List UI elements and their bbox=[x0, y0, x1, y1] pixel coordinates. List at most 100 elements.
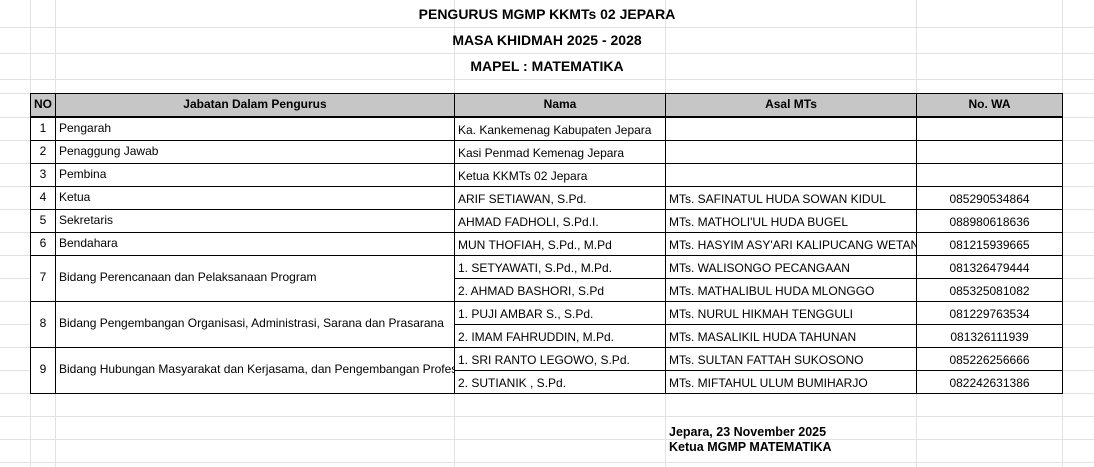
cell bbox=[665, 163, 917, 187]
cell: Asal MTs bbox=[665, 93, 917, 117]
cell: 5 bbox=[30, 209, 56, 233]
cell-text: 1 bbox=[39, 120, 47, 135]
cell-text: 7 bbox=[39, 270, 47, 284]
cell: 1 bbox=[30, 117, 56, 141]
cell-text: 1. SRI RANTO LEGOWO, S.Pd. bbox=[458, 353, 630, 367]
cell: 085325081082 bbox=[916, 278, 1063, 302]
cell: Ketua bbox=[55, 186, 455, 210]
cell: 081215939665 bbox=[916, 232, 1063, 256]
cell-text: Kasi Penmad Kemenag Jepara bbox=[458, 146, 625, 160]
cell-text: Ketua bbox=[59, 189, 91, 204]
cell: 4 bbox=[30, 186, 56, 210]
cell: 1. SETYAWATI, S.Pd., M.Pd. bbox=[454, 255, 666, 279]
cell: 2 bbox=[30, 140, 56, 164]
cell: Ketua KKMTs 02 Jepara bbox=[454, 163, 666, 187]
cell: 3 bbox=[30, 163, 56, 187]
cell-text: 081326111939 bbox=[950, 330, 1029, 344]
cell: 082242631386 bbox=[916, 370, 1063, 394]
cell: Bidang Pengembangan Organisasi, Administ… bbox=[55, 301, 455, 348]
cell: Bidang Perencanaan dan Pelaksanaan Progr… bbox=[55, 255, 455, 302]
cell-text: MTs. MATHOLI'UL HUDA BUGEL bbox=[669, 215, 848, 229]
grid-line bbox=[0, 416, 1094, 417]
cell: 6 bbox=[30, 232, 56, 256]
cell-text: Jabatan Dalam Pengurus bbox=[183, 96, 327, 111]
cell: MTs. MASALIKIL HUDA TAHUNAN bbox=[665, 324, 917, 348]
cell-text: Bendahara bbox=[59, 235, 118, 250]
cell: 081229763534 bbox=[916, 301, 1063, 325]
cell-text: ARIF SETIAWAN, S.Pd. bbox=[458, 192, 587, 206]
cell: MTs. MATHOLI'UL HUDA BUGEL bbox=[665, 209, 917, 233]
cell-text: 085226256666 bbox=[949, 353, 1030, 367]
cell-text: MTs. HASYIM ASY'ARI KALIPUCANG WETAN bbox=[669, 238, 917, 252]
grid-line bbox=[0, 439, 1094, 440]
cell-text: 5 bbox=[39, 212, 47, 227]
cell-text: 085325081082 bbox=[949, 284, 1030, 298]
cell-text: Penaggung Jawab bbox=[59, 143, 159, 158]
cell-text: MTs. WALISONGO PECANGAAN bbox=[669, 261, 850, 275]
cell-text: Asal MTs bbox=[765, 96, 817, 111]
cell-text: Bidang Pengembangan Organisasi, Administ… bbox=[59, 316, 444, 330]
cell: MUN THOFIAH, S.Pd., M.Pd bbox=[454, 232, 666, 256]
cell: Penaggung Jawab bbox=[55, 140, 455, 164]
cell-text: Nama bbox=[543, 96, 577, 111]
cell bbox=[665, 140, 917, 164]
cell: MTs. WALISONGO PECANGAAN bbox=[665, 255, 917, 279]
cell-text: MTs. MATHALIBUL HUDA MLONGGO bbox=[669, 284, 875, 298]
cell-text: 2. SUTIANIK , S.Pd. bbox=[458, 376, 567, 390]
cell-text: 081215939665 bbox=[949, 238, 1030, 252]
mapel: MAPEL : MATEMATIKA bbox=[470, 58, 624, 74]
cell-text: 8 bbox=[39, 316, 47, 330]
cell: Kasi Penmad Kemenag Jepara bbox=[454, 140, 666, 164]
grid-line bbox=[0, 462, 1094, 463]
cell: Nama bbox=[454, 93, 666, 117]
cell: Pembina bbox=[55, 163, 455, 187]
cell: MTs. MIFTAHUL ULUM BUMIHARJO bbox=[665, 370, 917, 394]
cell-text: MTs. MASALIKIL HUDA TAHUNAN bbox=[669, 330, 857, 344]
cell: Bidang Hubungan Masyarakat dan Kerjasama… bbox=[55, 347, 455, 394]
cell: MTs. NURUL HIKMAH TENGGULI bbox=[665, 301, 917, 325]
cell-text: Pembina bbox=[59, 166, 107, 181]
subtitle: MASA KHIDMAH 2025 - 2028 bbox=[452, 32, 642, 48]
cell-text: 082242631386 bbox=[949, 376, 1030, 390]
cell-text: 6 bbox=[39, 235, 47, 250]
cell: 9 bbox=[30, 347, 56, 394]
grid-line bbox=[0, 53, 1094, 54]
cell-text: 4 bbox=[39, 189, 47, 204]
cell-text: 085290534864 bbox=[949, 192, 1030, 206]
cell: 1. PUJI AMBAR S., S.Pd. bbox=[454, 301, 666, 325]
grid-line bbox=[0, 27, 1094, 28]
cell: 1. SRI RANTO LEGOWO, S.Pd. bbox=[454, 347, 666, 371]
cell-text: MUN THOFIAH, S.Pd., M.Pd bbox=[458, 238, 612, 252]
cell: Sekretaris bbox=[55, 209, 455, 233]
cell bbox=[916, 140, 1063, 164]
cell: 081326111939 bbox=[916, 324, 1063, 348]
cell: Bendahara bbox=[55, 232, 455, 256]
cell-text: 3 bbox=[39, 166, 47, 181]
cell-text: Bidang Hubungan Masyarakat dan Kerjasama… bbox=[59, 362, 455, 376]
cell-text: Ka. Kankemenag Kabupaten Jepara bbox=[458, 123, 652, 137]
cell: 085226256666 bbox=[916, 347, 1063, 371]
signer: Ketua MGMP MATEMATIKA bbox=[669, 440, 832, 454]
cell-text: 081326479444 bbox=[949, 261, 1030, 275]
cell: Ka. Kankemenag Kabupaten Jepara bbox=[454, 117, 666, 141]
cell: MTs. SULTAN FATTAH SUKOSONO bbox=[665, 347, 917, 371]
grid-line bbox=[0, 79, 1094, 80]
cell-text: 2. IMAM FAHRUDDIN, M.Pd. bbox=[458, 330, 615, 344]
place-date: Jepara, 23 November 2025 bbox=[669, 425, 827, 439]
cell: Pengarah bbox=[55, 117, 455, 141]
cell: 7 bbox=[30, 255, 56, 302]
cell bbox=[916, 117, 1063, 141]
cell-text: 9 bbox=[39, 362, 47, 376]
cell-text: Sekretaris bbox=[59, 212, 114, 227]
cell: 088980618636 bbox=[916, 209, 1063, 233]
cell-text: Pengarah bbox=[59, 120, 112, 135]
cell-text: 081229763534 bbox=[949, 307, 1030, 321]
cell-text: 088980618636 bbox=[949, 215, 1030, 229]
cell: NO bbox=[30, 93, 56, 117]
cell: 081326479444 bbox=[916, 255, 1063, 279]
cell-text: No. WA bbox=[968, 96, 1011, 111]
cell-text: 2. AHMAD BASHORI, S.Pd bbox=[458, 284, 605, 298]
cell: 2. SUTIANIK , S.Pd. bbox=[454, 370, 666, 394]
cell-text: MTs. NURUL HIKMAH TENGGULI bbox=[669, 307, 854, 321]
cell: 2. IMAM FAHRUDDIN, M.Pd. bbox=[454, 324, 666, 348]
